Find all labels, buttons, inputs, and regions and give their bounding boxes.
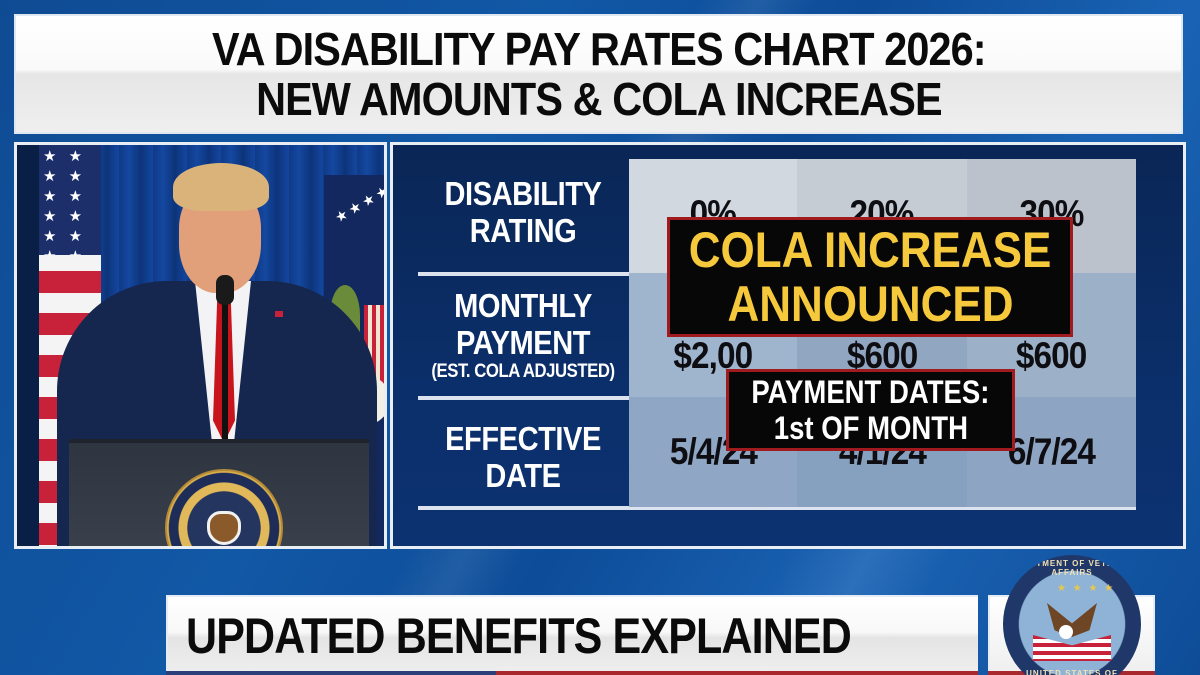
payment-dates-line-2: 1st OF MONTH — [773, 410, 968, 446]
podium — [69, 439, 369, 546]
microphone-stand — [222, 283, 228, 443]
row-label-effective-date: EFFECTIVE DATE — [445, 420, 601, 494]
lower-third-banner: UPDATED BENEFITS EXPLAINED — [166, 595, 978, 675]
video-panel: ★ ★ ★ ★ ★ ★ ★ ★ ★ ★ ★ ★ ★★★★ — [14, 142, 387, 549]
va-seal-stars-icon: ★ ★ ★ ★ — [1057, 583, 1116, 594]
bottom-strip — [166, 671, 496, 675]
flag-lapel-pin-icon — [275, 311, 283, 317]
title-line-2: NEW AMOUNTS & COLA INCREASE — [255, 73, 943, 125]
pay-rates-table-panel: DISABILITY RATING MONTHLY PAYMENT (EST. … — [390, 142, 1186, 549]
row-separator — [418, 506, 1136, 510]
va-seal-bottom-text: UNITED STATES OF AMERICA — [1026, 669, 1118, 675]
title-line-1: VA DISABILITY PAY RATES CHART 2026: — [211, 23, 987, 75]
payment-dates-line-1: PAYMENT DATES: — [751, 374, 990, 410]
row-label-monthly-payment: MONTHLY PAYMENT (EST. COLA ADJUSTED) — [431, 287, 615, 382]
speaker-hair — [173, 163, 269, 211]
eagle-head-icon — [1059, 625, 1073, 639]
row-label-disability-rating: DISABILITY RATING — [444, 175, 602, 249]
presidential-seal-icon — [165, 469, 283, 546]
microphone-icon — [216, 275, 234, 305]
title-banner: VA DISABILITY PAY RATES CHART 2026: NEW … — [14, 14, 1183, 134]
bottom-strip — [496, 671, 978, 675]
va-seal-icon: DEPARTMENT OF VETERANS AFFAIRS ★ ★ ★ ★ U… — [1003, 555, 1141, 675]
cola-line-1: COLA INCREASE — [688, 222, 1052, 278]
cola-announcement-overlay: COLA INCREASE ANNOUNCED — [667, 217, 1073, 337]
payment-dates-overlay: PAYMENT DATES: 1st OF MONTH — [726, 369, 1015, 451]
crossed-flags-icon — [1033, 635, 1111, 661]
flag-canton: ★ ★ ★ ★ ★ ★ ★ ★ ★ ★ ★ ★ — [39, 145, 101, 255]
cola-line-2: ANNOUNCED — [727, 276, 1013, 332]
lower-third-text: UPDATED BENEFITS EXPLAINED — [186, 608, 852, 664]
seal-eagle-icon — [207, 511, 241, 545]
va-seal-top-text: DEPARTMENT OF VETERANS AFFAIRS — [1003, 559, 1141, 577]
panel-edge — [17, 145, 39, 546]
